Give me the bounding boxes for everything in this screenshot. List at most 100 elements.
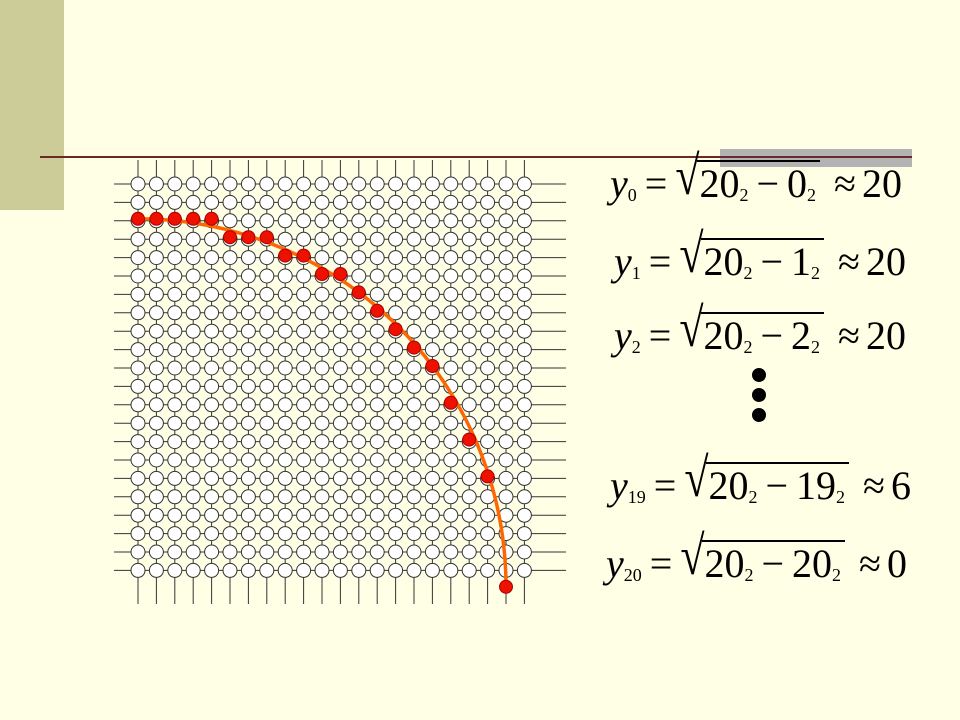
lattice-node [204, 526, 220, 542]
lattice-node [130, 397, 146, 413]
lattice-node [480, 378, 496, 394]
lattice-node [148, 544, 164, 560]
radicand-a: 20 [708, 463, 749, 508]
lattice-node [388, 526, 404, 542]
lattice-node [314, 544, 330, 560]
lattice-node [240, 213, 256, 229]
lattice-node [240, 378, 256, 394]
lattice-node [388, 562, 404, 578]
lattice-node [314, 286, 330, 302]
lattice-node [204, 342, 220, 358]
lattice-node [332, 286, 348, 302]
radicand-b: 20 [792, 541, 833, 586]
lattice-node [204, 268, 220, 284]
lattice-node [516, 544, 532, 560]
lattice-node [424, 213, 440, 229]
lattice-node [130, 452, 146, 468]
lattice-node [369, 452, 385, 468]
lattice-node [222, 489, 238, 505]
lattice-node [185, 268, 201, 284]
lattice-node [388, 342, 404, 358]
exp-b: 2 [811, 263, 821, 283]
lattice-node [259, 176, 275, 192]
lattice-node [424, 507, 440, 523]
lattice-node [461, 250, 477, 266]
lattice-node [204, 562, 220, 578]
lattice-node [443, 544, 459, 560]
sample-point [480, 469, 495, 484]
lattice-node [277, 415, 293, 431]
lattice-node [461, 268, 477, 284]
lattice-node [222, 213, 238, 229]
lattice-node [424, 526, 440, 542]
lattice-node [351, 415, 367, 431]
lattice-node [351, 397, 367, 413]
equation-19: y 19 = √ 20 2 − 19 2 ≈ 6 [610, 450, 911, 508]
lattice-node [314, 213, 330, 229]
lattice-node [424, 562, 440, 578]
lattice-node [369, 194, 385, 210]
lattice-node [480, 415, 496, 431]
lattice-node [480, 268, 496, 284]
lattice-node [424, 452, 440, 468]
lattice-node [480, 305, 496, 321]
lattice-node [332, 360, 348, 376]
lattice-node [277, 323, 293, 339]
lattice-node [388, 507, 404, 523]
lattice-node [424, 231, 440, 247]
lattice-node [185, 562, 201, 578]
radicand-b: 19 [796, 463, 837, 508]
lattice-node [424, 323, 440, 339]
lattice-node [314, 397, 330, 413]
lattice-node [498, 378, 514, 394]
lattice-node [480, 194, 496, 210]
lattice-node [314, 452, 330, 468]
exp-b: 2 [807, 185, 817, 205]
sample-point [370, 303, 385, 318]
lattice-node [332, 544, 348, 560]
eq-var: y [610, 463, 628, 508]
lattice-node [148, 342, 164, 358]
lattice-node [167, 415, 183, 431]
sidebar-block [0, 0, 64, 210]
lattice-node [332, 452, 348, 468]
lattice-node [480, 231, 496, 247]
lattice-node [185, 176, 201, 192]
sample-point [167, 211, 182, 226]
lattice-node [130, 305, 146, 321]
lattice-node [185, 544, 201, 560]
lattice-node [351, 452, 367, 468]
lattice-node [406, 213, 422, 229]
lattice-node [516, 415, 532, 431]
lattice-node [516, 397, 532, 413]
lattice-node [204, 397, 220, 413]
lattice-node [480, 176, 496, 192]
lattice-node [516, 342, 532, 358]
lattice-node [204, 470, 220, 486]
eq-sub: 2 [631, 337, 641, 357]
lattice-node [240, 286, 256, 302]
lattice-node [130, 544, 146, 560]
lattice-node [516, 231, 532, 247]
lattice-node [369, 176, 385, 192]
lattice-node [369, 268, 385, 284]
lattice-node [498, 489, 514, 505]
lattice-node [406, 231, 422, 247]
lattice-node [167, 342, 183, 358]
eq-sub: 19 [627, 487, 646, 507]
lattice-node [296, 213, 312, 229]
sample-point [241, 230, 256, 245]
lattice-node [277, 526, 293, 542]
lattice-node [185, 434, 201, 450]
exp-a: 2 [739, 185, 749, 205]
lattice-node [424, 434, 440, 450]
lattice-node [240, 489, 256, 505]
lattice-node [277, 286, 293, 302]
lattice-node [204, 286, 220, 302]
lattice-node [296, 397, 312, 413]
ellipsis-dot [752, 388, 766, 402]
lattice-node [461, 286, 477, 302]
